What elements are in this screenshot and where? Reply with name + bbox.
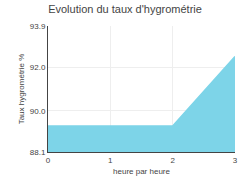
svg-text:1: 1 (108, 156, 113, 165)
svg-text:92.0: 92.0 (30, 63, 46, 72)
svg-text:Taux hygrométrie %: Taux hygrométrie % (17, 54, 26, 125)
svg-text:90.0: 90.0 (30, 107, 46, 116)
svg-text:88.1: 88.1 (30, 148, 46, 157)
svg-text:2: 2 (170, 156, 175, 165)
svg-text:heure par heure: heure par heure (113, 167, 170, 176)
svg-text:Evolution du taux d'hygrométri: Evolution du taux d'hygrométrie (48, 3, 202, 15)
svg-text:93.9: 93.9 (30, 22, 46, 31)
svg-text:3: 3 (233, 156, 238, 165)
svg-text:0: 0 (46, 156, 51, 165)
